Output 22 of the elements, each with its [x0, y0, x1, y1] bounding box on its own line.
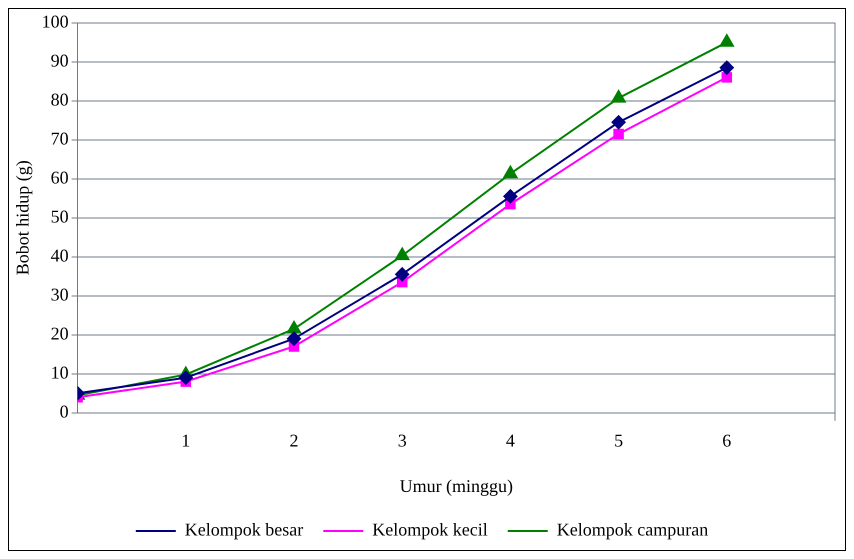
y-tick-label: 30 — [50, 284, 69, 305]
legend-label: Kelompok kecil — [372, 520, 488, 540]
legend-label: Kelompok besar — [184, 520, 304, 540]
x-tick-label: 2 — [290, 430, 298, 450]
x-tick-label: 5 — [614, 430, 624, 450]
y-tick-label: 80 — [50, 90, 69, 110]
x-tick-label: 1 — [181, 430, 190, 450]
y-tick-label: 100 — [42, 12, 69, 32]
y-axis-title: Bobot hidup (g) — [12, 160, 33, 276]
y-tick-label: 70 — [50, 128, 69, 149]
legend-label: Kelompok campuran — [556, 520, 708, 540]
y-tick-label: 40 — [50, 246, 69, 266]
y-tick-label: 60 — [50, 168, 69, 188]
y-tick-label: 50 — [50, 206, 69, 227]
x-tick-label: 4 — [506, 430, 515, 450]
y-tick-label: 10 — [50, 362, 69, 383]
x-tick-label: 6 — [722, 430, 732, 450]
y-tick-label: 20 — [50, 324, 69, 344]
x-axis-title: Umur (minggu) — [400, 476, 514, 496]
y-tick-label: 90 — [50, 50, 69, 71]
y-tick-label: 0 — [60, 402, 69, 422]
x-tick-label: 3 — [398, 430, 407, 450]
